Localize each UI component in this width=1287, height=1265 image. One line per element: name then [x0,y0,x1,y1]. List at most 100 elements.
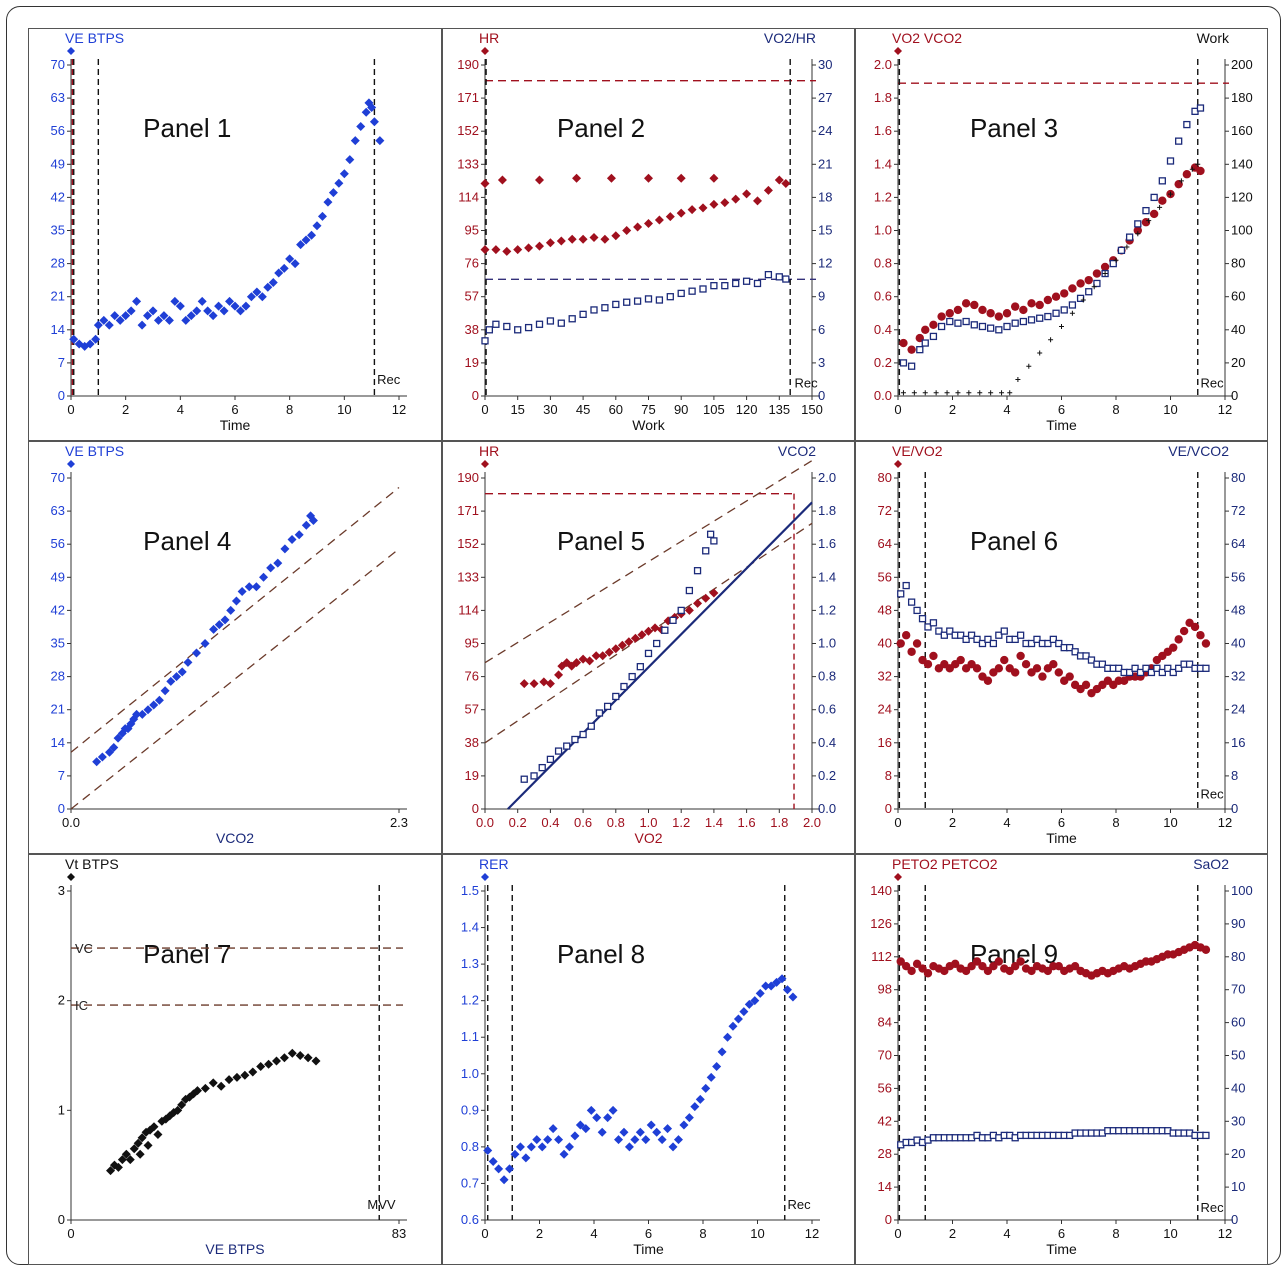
data-point [973,635,981,644]
data-point [994,664,1004,673]
data-point [256,1061,266,1071]
annotation: Rec [1200,1200,1224,1215]
x-tick-label: 6 [1058,1226,1065,1241]
data-point [619,1127,629,1137]
data-point [623,298,631,306]
y2-tick-label: 48 [1231,602,1245,617]
data-point [912,639,922,648]
data-point [1142,206,1150,215]
y-tick-label: 84 [878,1015,892,1030]
data-point [989,962,998,971]
data-point [328,188,338,198]
data-point [567,234,577,244]
y-tick-label: 64 [878,536,892,551]
data-point [259,572,269,582]
data-point [1084,275,1093,285]
y2-tick-label: 80 [1231,949,1245,964]
data-point [226,605,236,615]
data-point [896,639,905,648]
data-point [644,649,653,658]
data-point [702,547,710,555]
y-tick-label: 152 [457,123,479,138]
data-point [1174,179,1183,189]
data-point [775,273,783,281]
data-point [208,1078,218,1088]
data-point [962,317,970,326]
data-point [578,234,588,244]
y-tick-label: 57 [465,289,479,304]
data-point [252,287,262,297]
x-tick-label: 10 [1163,815,1177,830]
data-point [113,1162,123,1172]
series-vco2 [520,530,718,783]
data-point [1183,120,1191,129]
y-tick-label: 0 [472,801,479,816]
data-point [1164,664,1172,672]
data-point [644,173,653,183]
y-tick-label: 32 [878,669,892,684]
data-point [978,322,987,331]
data-point [595,709,604,717]
data-point [728,1021,738,1031]
x-tick-label: 0 [67,1226,74,1241]
data-point [529,679,539,689]
panel-4: 0 7 14 21 28 35 42 49 56 63 70 0.0 2.3 VCO2 VE BTPS Pan… [28,441,442,854]
series-work [900,161,1201,396]
data-point [916,346,924,354]
data-point [1175,664,1183,672]
annotation: Rec [1200,376,1224,391]
y-tick-label: 1.0 [461,1066,479,1081]
y-tick-label: 0.2 [874,355,892,370]
panel-6-svg: 0816243240485664728008162432404856647280… [878,443,1246,846]
panel-3-svg: 0.00.20.40.60.81.01.21.41.61.82.00204060… [874,30,1253,433]
data-point [782,985,792,995]
x-tick-label: 30 [543,402,557,417]
data-point [1043,295,1053,305]
data-point [105,747,115,757]
x-tick-label: 0.2 [509,815,527,830]
data-point [296,240,306,250]
data-point [1049,635,1057,644]
data-point [912,959,922,969]
data-point [159,311,169,321]
data-point [929,619,938,627]
y-tick-label: 98 [878,982,892,997]
y-tick-label: 1.5 [461,883,479,898]
data-point [143,311,153,321]
data-point [1149,209,1159,219]
data-point [970,300,979,310]
reference-diagonal [70,486,400,753]
y-axis-marker [67,47,75,55]
data-point [135,1149,145,1159]
data-point [132,709,142,719]
data-point [1196,104,1205,112]
data-point [732,279,740,288]
y-tick-label: 0.8 [461,1139,479,1154]
data-point [633,297,642,305]
data-point [99,315,109,325]
data-point [977,390,983,396]
data-point [485,326,494,334]
data-point [940,966,949,976]
data-point [125,1155,135,1165]
x-tick-label: 2 [536,1226,543,1241]
data-point [945,309,954,318]
x-tick-label: 15 [510,402,524,417]
data-point [1135,231,1141,237]
data-point [513,245,523,255]
panel-title: Panel 5 [557,526,645,556]
data-point [766,981,776,991]
data-point [1054,962,1063,971]
data-point [630,1135,640,1145]
data-point [230,301,240,311]
y-tick-label: 1.2 [874,189,892,204]
data-point [951,959,960,969]
data-point [986,324,995,332]
data-point [1027,966,1036,976]
data-point [924,623,932,631]
data-point [532,1135,542,1145]
data-point [1157,204,1163,210]
data-point [1070,962,1080,971]
data-point [603,702,612,711]
data-point [897,590,905,598]
